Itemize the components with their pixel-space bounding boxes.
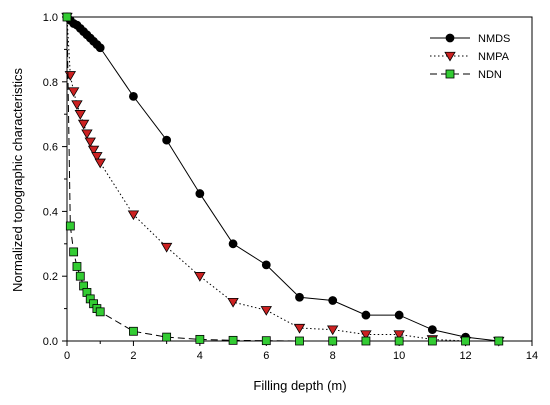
data-point-nmds: [394, 310, 404, 320]
data-point-nmpa: [360, 330, 372, 341]
legend-marker: [445, 69, 455, 79]
data-point-nmpa: [71, 100, 83, 111]
series-line-ndn: [66, 16, 499, 342]
y-tick-label: 0.6: [43, 142, 58, 154]
plot-frame: [66, 16, 533, 342]
data-point-nmds: [162, 135, 172, 145]
data-point-nmpa: [227, 297, 239, 308]
data-point-ndn: [162, 332, 172, 342]
data-point-ndn: [69, 247, 79, 257]
data-point-nmds: [228, 239, 238, 249]
data-point-ndn: [129, 326, 138, 336]
legend-item-ndn: NDN: [430, 69, 502, 81]
data-point-nmds: [295, 292, 304, 302]
x-tick-label: 10: [393, 350, 405, 362]
data-point-ndn: [394, 336, 404, 346]
data-point-ndn: [427, 336, 437, 346]
data-point-ndn: [65, 221, 75, 231]
data-point-nmpa: [67, 87, 80, 98]
x-tick-label: 4: [197, 350, 203, 362]
legend: NMDS NMPA NDN: [430, 33, 510, 81]
data-point-nmpa: [160, 242, 173, 253]
x-tick-label: 2: [130, 350, 136, 362]
data-point-nmds: [328, 296, 338, 305]
data-point-nmpa: [127, 210, 140, 221]
y-tick-label: 0.2: [43, 271, 58, 283]
data-point-nmpa: [194, 272, 206, 282]
data-point-nmds: [195, 189, 205, 198]
x-axis: 0 2 4 6 8 10 12 14: [64, 341, 538, 362]
data-point-nmpa: [87, 145, 100, 156]
data-point-nmpa: [74, 110, 86, 120]
legend-label: NMPA: [478, 51, 510, 63]
y-tick-label: 0.8: [43, 77, 58, 89]
data-point-nmds: [129, 91, 138, 101]
x-tick-label: 0: [64, 350, 70, 362]
x-tick-label: 6: [263, 350, 269, 362]
legend-item-nmds: NMDS: [430, 33, 510, 45]
data-point-ndn: [361, 336, 371, 346]
y-axis: 0.0 0.2 0.4 0.6 0.8 1.0: [43, 12, 67, 348]
legend-marker: [444, 51, 456, 62]
data-point-nmpa: [77, 119, 90, 130]
data-point-nmds: [261, 260, 271, 270]
legend-marker: [445, 33, 455, 43]
x-tick-label: 14: [526, 350, 538, 362]
data-point-ndn: [62, 12, 72, 22]
data-point-nmpa: [393, 330, 405, 341]
x-tick-label: 12: [459, 350, 471, 362]
series-nmpa: [61, 12, 505, 347]
data-point-nmds: [427, 325, 437, 335]
data-point-nmpa: [91, 152, 103, 162]
data-point-nmds: [95, 43, 105, 53]
plot-area: [66, 16, 533, 342]
data-point-nmpa: [260, 306, 272, 316]
y-tick-label: 1.0: [43, 12, 58, 24]
data-point-nmpa: [84, 137, 96, 148]
legend-item-nmpa: NMPA: [430, 51, 510, 63]
series-line-nmds: [66, 16, 499, 342]
series-layer: [61, 12, 505, 347]
legend-label: NMDS: [478, 33, 510, 45]
data-point-ndn: [75, 271, 85, 281]
data-point-ndn: [261, 336, 271, 346]
legend-label: NDN: [478, 69, 502, 81]
y-tick-label: 0.0: [43, 336, 58, 348]
series-ndn: [62, 12, 504, 346]
data-point-nmpa: [327, 325, 339, 336]
data-point-nmpa: [293, 323, 306, 334]
data-point-ndn: [461, 336, 470, 346]
data-point-ndn: [328, 336, 338, 346]
data-point-nmpa: [81, 129, 93, 140]
x-axis-title: Filling depth (m): [253, 378, 346, 393]
data-point-ndn: [228, 335, 238, 345]
data-point-ndn: [195, 334, 205, 344]
series-nmds: [62, 12, 504, 346]
data-point-nmpa: [94, 158, 106, 169]
data-point-ndn: [72, 262, 82, 271]
y-axis-title: Normalized topographic characteristics: [10, 68, 25, 292]
data-point-ndn: [494, 336, 504, 346]
data-point-ndn: [95, 307, 105, 317]
data-point-nmds: [361, 310, 371, 320]
series-line-nmpa: [66, 16, 499, 342]
y-tick-label: 0.4: [43, 206, 58, 218]
x-tick-label: 8: [330, 350, 336, 362]
data-point-ndn: [295, 336, 304, 346]
